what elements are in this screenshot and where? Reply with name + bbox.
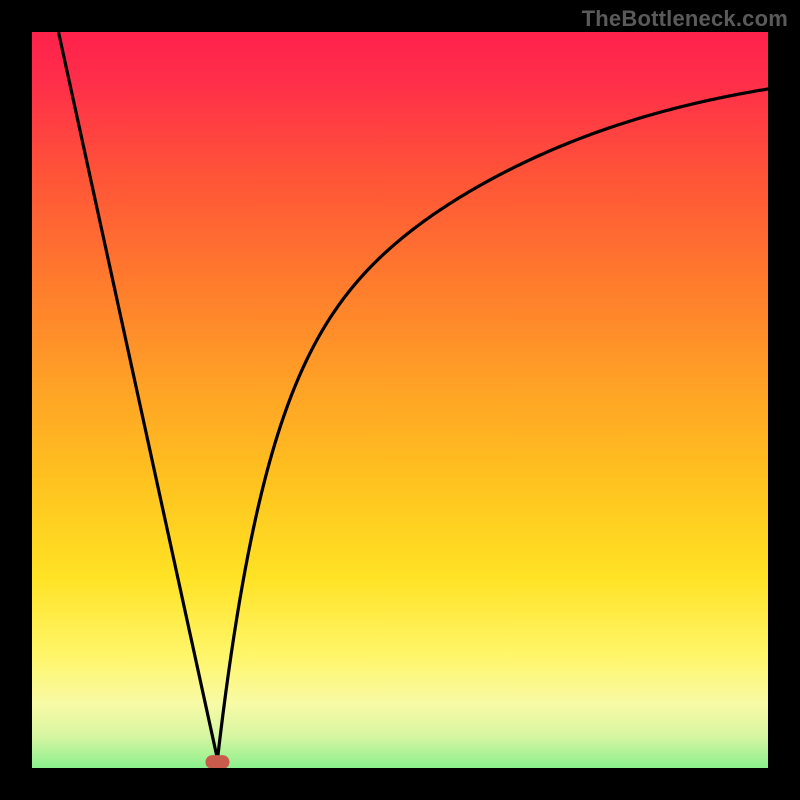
minimum-marker xyxy=(205,755,229,769)
bottleneck-curve xyxy=(59,32,769,759)
chart-container: TheBottleneck.com xyxy=(0,0,800,800)
curve-layer xyxy=(0,0,800,800)
watermark-text: TheBottleneck.com xyxy=(582,6,788,32)
frame-border xyxy=(16,16,784,784)
